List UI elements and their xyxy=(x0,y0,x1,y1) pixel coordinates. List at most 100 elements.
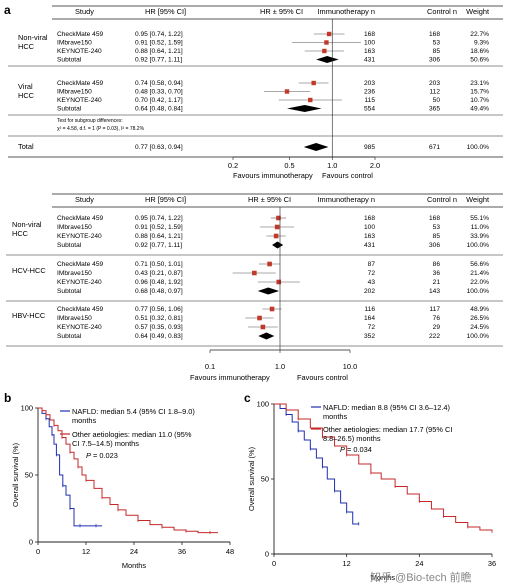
row-control-n: 365 xyxy=(429,106,440,113)
group-label: Non-viral xyxy=(12,220,42,229)
row-immuno-n: 164 xyxy=(364,315,375,322)
x-tick-label: 24 xyxy=(130,547,138,556)
row-weight: 100.0% xyxy=(467,242,490,249)
row-immuno-n: 87 xyxy=(368,261,376,268)
group-label: Viral xyxy=(18,82,33,91)
row-study: Subtotal xyxy=(57,57,82,64)
row-immuno-n: 100 xyxy=(364,224,375,231)
x-axis-title: Months xyxy=(122,561,147,570)
subgroup-test-label: Test for subgroup differences: xyxy=(57,118,123,124)
row-hr-ci: 0.91 [0.52, 1.59] xyxy=(135,40,183,47)
row-immuno-n: 202 xyxy=(364,288,375,295)
group-label: HCC xyxy=(12,229,29,238)
panel-label-a: a xyxy=(4,3,11,17)
row-hr-ci: 0.68 [0.48, 0.97] xyxy=(135,288,183,295)
subtotal-diamond xyxy=(257,287,280,295)
row-weight: 49.4% xyxy=(470,106,489,113)
x-tick-label: 12 xyxy=(343,559,351,568)
hr-marker xyxy=(276,215,281,221)
x-tick-label: 48 xyxy=(226,547,234,556)
row-control-n: 21 xyxy=(433,279,441,286)
row-control-n: 143 xyxy=(429,288,440,295)
col-header-hr: HR [95% CI] xyxy=(145,7,186,16)
col-header-plot: HR ± 95% CI xyxy=(248,195,291,204)
row-study: CheckMate 459 xyxy=(57,261,104,268)
legend-entry: NAFLD: median 8.8 (95% CI 3.6–12.4) xyxy=(323,403,450,412)
row-hr-ci: 0.64 [0.49, 0.83] xyxy=(135,333,183,340)
total-label: Total xyxy=(18,142,34,151)
row-hr-ci: 0.77 [0.56, 1.06] xyxy=(135,306,183,313)
group-label: Non-viral xyxy=(18,33,48,42)
subtotal-diamond xyxy=(316,56,339,63)
hr-marker xyxy=(326,31,332,37)
legend-entry: months xyxy=(72,416,97,425)
group-label: HCV-HCC xyxy=(12,266,46,275)
x-tick-label: 0.2 xyxy=(228,161,238,170)
survival-curve-nafld xyxy=(274,403,359,525)
hr-marker xyxy=(311,80,316,86)
col-header-plot: HR ± 95% CI xyxy=(260,7,303,16)
row-study: CheckMate 459 xyxy=(57,31,104,38)
row-control-n: 36 xyxy=(433,270,441,277)
row-immuno-n: 100 xyxy=(364,40,375,47)
hr-marker xyxy=(273,233,279,239)
row-control-n: 85 xyxy=(433,48,441,55)
row-study: KEYNOTE-240 xyxy=(57,279,102,286)
row-hr-ci: 0.70 [0.42, 1.17] xyxy=(135,97,183,104)
row-hr-ci: 0.48 [0.33, 0.70] xyxy=(135,89,183,96)
col-header-weight: Weight xyxy=(466,7,489,16)
panel-label-b: b xyxy=(4,391,11,405)
x-tick-label: 24 xyxy=(415,559,423,568)
x-tick-label: 1.0 xyxy=(327,161,337,170)
row-study: CheckMate 459 xyxy=(57,80,104,87)
row-immuno-n: 168 xyxy=(364,215,375,222)
row-hr-ci: 0.92 [0.77, 1.11] xyxy=(135,57,182,64)
p-value-annotation: P = 0.023 xyxy=(86,451,118,460)
row-study: KEYNOTE-240 xyxy=(57,48,102,55)
row-immuno-n: 163 xyxy=(364,48,375,55)
y-tick-label: 100 xyxy=(257,400,269,409)
total-hr-ci: 0.77 [0.63, 0.94] xyxy=(135,144,183,151)
hr-marker xyxy=(322,48,327,54)
hr-marker xyxy=(252,270,257,276)
row-weight: 100.0% xyxy=(467,333,490,340)
legend-entry: 8.8–26.5) months xyxy=(323,434,381,443)
row-control-n: 222 xyxy=(429,333,440,340)
x-tick-label: 1.0 xyxy=(275,362,285,371)
row-hr-ci: 0.64 [0.48, 0.84] xyxy=(135,106,183,113)
row-weight: 15.7% xyxy=(470,89,489,96)
row-study: Subtotal xyxy=(57,288,82,295)
km-plot-c: 0 12 24 36 0 50 100 Months Overall survival (%) N… xyxy=(247,400,496,583)
row-control-n: 76 xyxy=(433,315,441,322)
row-weight: 55.1% xyxy=(470,215,489,222)
survival-curve-other xyxy=(274,403,493,532)
legend-entry: months xyxy=(323,412,348,421)
row-weight: 23.1% xyxy=(470,80,489,87)
favours-control-label: Favours control xyxy=(297,373,348,382)
legend-entry: NAFLD: median 5.4 (95% CI 1.8–9.0) xyxy=(72,407,195,416)
row-immuno-n: 116 xyxy=(364,306,375,313)
group-label: HCC xyxy=(18,91,35,100)
group-label: HBV-HCC xyxy=(12,311,46,320)
y-tick-label: 0 xyxy=(265,550,269,559)
row-hr-ci: 0.88 [0.64, 1.21] xyxy=(135,48,183,55)
row-hr-ci: 0.95 [0.74, 1.22] xyxy=(135,31,183,38)
x-tick-label: 0.5 xyxy=(284,161,294,170)
row-immuno-n: 163 xyxy=(364,233,375,240)
hr-marker xyxy=(274,224,280,230)
row-weight: 21.4% xyxy=(470,270,489,277)
row-control-n: 53 xyxy=(433,224,441,231)
row-hr-ci: 0.71 [0.50, 1.01] xyxy=(135,261,183,268)
survival-curve-other xyxy=(38,407,218,534)
hr-marker xyxy=(308,97,313,103)
row-study: Subtotal xyxy=(57,333,82,340)
row-control-n: 29 xyxy=(433,324,441,331)
row-weight: 48.9% xyxy=(470,306,489,313)
x-tick-label: 0.1 xyxy=(205,362,215,371)
row-weight: 24.5% xyxy=(470,324,489,331)
row-weight: 56.6% xyxy=(470,261,489,268)
y-tick-label: 0 xyxy=(29,538,33,547)
hr-marker xyxy=(324,40,329,45)
total-diamond xyxy=(303,143,329,151)
